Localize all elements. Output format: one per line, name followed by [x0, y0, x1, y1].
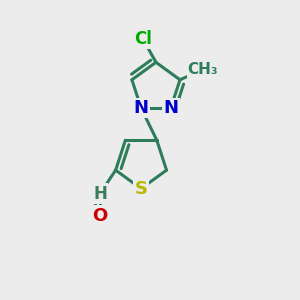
Text: O: O	[92, 207, 108, 225]
Text: S: S	[135, 180, 148, 198]
Text: N: N	[163, 99, 178, 117]
Text: Cl: Cl	[134, 30, 152, 48]
Text: N: N	[134, 99, 148, 117]
Text: H: H	[93, 184, 107, 202]
Text: CH₃: CH₃	[188, 62, 218, 77]
